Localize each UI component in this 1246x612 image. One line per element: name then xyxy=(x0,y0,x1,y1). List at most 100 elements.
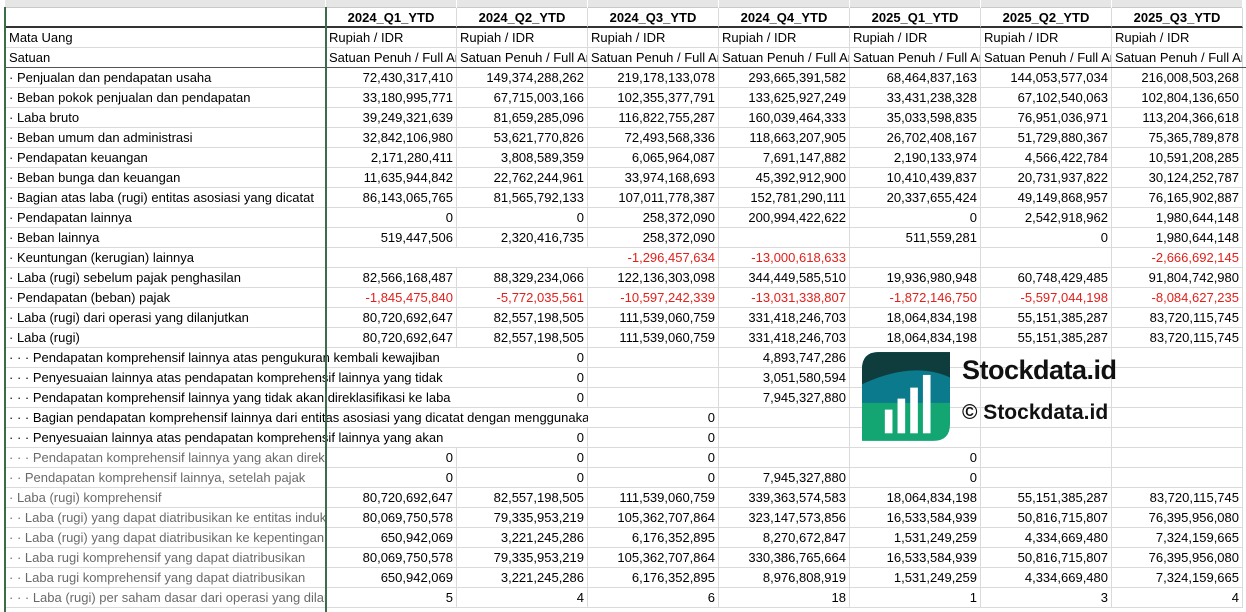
value-cell[interactable]: 258,372,090 xyxy=(588,208,719,228)
value-cell[interactable]: 86,143,065,765 xyxy=(326,188,457,208)
value-cell[interactable]: 0 xyxy=(457,208,588,228)
value-cell[interactable]: 152,781,290,111 xyxy=(719,188,850,208)
value-cell[interactable]: 107,011,778,387 xyxy=(588,188,719,208)
column-header-2025_Q2_YTD[interactable]: 2025_Q2_YTD xyxy=(981,8,1112,28)
value-cell[interactable] xyxy=(719,228,850,248)
row-label[interactable]: · Laba (rugi) sebelum pajak penghasilan xyxy=(5,268,326,288)
value-cell[interactable]: 116,822,755,287 xyxy=(588,108,719,128)
value-cell[interactable]: 2,190,133,974 xyxy=(850,148,981,168)
value-cell[interactable]: 133,625,927,249 xyxy=(719,88,850,108)
value-cell[interactable]: 111,539,060,759 xyxy=(588,328,719,348)
value-cell[interactable]: 33,180,995,771 xyxy=(326,88,457,108)
meta-value[interactable]: Rupiah / IDR xyxy=(588,28,719,48)
meta-label[interactable]: Satuan xyxy=(5,48,326,68)
value-cell[interactable]: 3,051,580,594 xyxy=(719,368,850,388)
value-cell[interactable]: 0 xyxy=(850,448,981,468)
value-cell[interactable]: -1,296,457,634 xyxy=(588,248,719,268)
value-cell[interactable]: 7,324,159,665 xyxy=(1112,528,1243,548)
value-cell[interactable]: 5 xyxy=(326,588,457,608)
row-label[interactable]: · Beban umum dan administrasi xyxy=(5,128,326,148)
value-cell[interactable]: 0 xyxy=(457,368,588,388)
value-cell[interactable]: 55,151,385,287 xyxy=(981,488,1112,508)
column-letter-header[interactable] xyxy=(457,0,587,8)
value-cell[interactable]: 2,542,918,962 xyxy=(981,208,1112,228)
value-cell[interactable]: 55,151,385,287 xyxy=(981,308,1112,328)
meta-value[interactable]: Satuan Penuh / Full Amount xyxy=(850,48,981,68)
value-cell[interactable]: 7,691,147,882 xyxy=(719,148,850,168)
value-cell[interactable]: 83,720,115,745 xyxy=(1112,488,1243,508)
value-cell[interactable] xyxy=(1112,388,1243,408)
row-label[interactable]: · Laba (rugi) komprehensif xyxy=(5,488,326,508)
value-cell[interactable]: 33,974,168,693 xyxy=(588,168,719,188)
value-cell[interactable]: 0 xyxy=(588,468,719,488)
value-cell[interactable] xyxy=(719,428,850,448)
value-cell[interactable]: 68,464,837,163 xyxy=(850,68,981,88)
value-cell[interactable]: 67,102,540,063 xyxy=(981,88,1112,108)
meta-value[interactable]: Satuan Penuh / Full Amount xyxy=(1112,48,1243,68)
value-cell[interactable]: 102,804,136,650 xyxy=(1112,88,1243,108)
column-header-2024_Q2_YTD[interactable]: 2024_Q2_YTD xyxy=(457,8,588,28)
value-cell[interactable]: 4,893,747,286 xyxy=(719,348,850,368)
value-cell[interactable]: 10,410,439,837 xyxy=(850,168,981,188)
value-cell[interactable]: 22,762,244,961 xyxy=(457,168,588,188)
value-cell[interactable]: 4,566,422,784 xyxy=(981,148,1112,168)
value-cell[interactable]: 45,392,912,900 xyxy=(719,168,850,188)
value-cell[interactable] xyxy=(1112,408,1243,428)
value-cell[interactable]: 0 xyxy=(457,428,588,448)
value-cell[interactable] xyxy=(981,368,1112,388)
value-cell[interactable]: 0 xyxy=(588,408,719,428)
value-cell[interactable]: 10,591,208,285 xyxy=(1112,148,1243,168)
row-label[interactable]: · Pendapatan keuangan xyxy=(5,148,326,168)
row-label[interactable]: · · · Penyesuaian lainnya atas pendapata… xyxy=(5,428,457,448)
value-cell[interactable]: 0 xyxy=(457,388,588,408)
value-cell[interactable]: 51,729,880,367 xyxy=(981,128,1112,148)
value-cell[interactable]: 80,069,750,578 xyxy=(326,508,457,528)
meta-value[interactable]: Rupiah / IDR xyxy=(850,28,981,48)
value-cell[interactable]: 650,942,069 xyxy=(326,528,457,548)
value-cell[interactable]: 0 xyxy=(588,428,719,448)
value-cell[interactable]: 331,418,246,703 xyxy=(719,328,850,348)
value-cell[interactable]: 16,533,584,939 xyxy=(850,548,981,568)
value-cell[interactable]: 3,221,245,286 xyxy=(457,568,588,588)
column-header-2024_Q3_YTD[interactable]: 2024_Q3_YTD xyxy=(588,8,719,28)
value-cell[interactable] xyxy=(981,448,1112,468)
value-cell[interactable]: 18,064,834,198 xyxy=(850,328,981,348)
value-cell[interactable] xyxy=(1112,448,1243,468)
row-label[interactable]: · · · Laba (rugi) per saham dasar dari o… xyxy=(5,588,326,608)
value-cell[interactable]: 76,395,956,080 xyxy=(1112,548,1243,568)
value-cell[interactable]: 81,659,285,096 xyxy=(457,108,588,128)
value-cell[interactable]: 1 xyxy=(850,588,981,608)
value-cell[interactable]: 105,362,707,864 xyxy=(588,508,719,528)
value-cell[interactable]: 8,976,808,919 xyxy=(719,568,850,588)
column-letter-header[interactable] xyxy=(1112,0,1242,8)
value-cell[interactable]: 323,147,573,856 xyxy=(719,508,850,528)
value-cell[interactable]: 216,008,503,268 xyxy=(1112,68,1243,88)
value-cell[interactable]: 3,221,245,286 xyxy=(457,528,588,548)
row-label[interactable]: · Laba bruto xyxy=(5,108,326,128)
column-letter-header[interactable] xyxy=(850,0,980,8)
column-header-2025_Q3_YTD[interactable]: 2025_Q3_YTD xyxy=(1112,8,1243,28)
value-cell[interactable]: 0 xyxy=(457,468,588,488)
value-cell[interactable]: 3,808,589,359 xyxy=(457,148,588,168)
value-cell[interactable] xyxy=(719,408,850,428)
meta-value[interactable]: Rupiah / IDR xyxy=(719,28,850,48)
value-cell[interactable]: 80,720,692,647 xyxy=(326,328,457,348)
value-cell[interactable]: 0 xyxy=(457,448,588,468)
value-cell[interactable]: -13,000,618,633 xyxy=(719,248,850,268)
value-cell[interactable]: -5,597,044,198 xyxy=(981,288,1112,308)
value-cell[interactable]: 111,539,060,759 xyxy=(588,488,719,508)
value-cell[interactable]: 4 xyxy=(457,588,588,608)
value-cell[interactable]: 293,665,391,582 xyxy=(719,68,850,88)
value-cell[interactable]: 72,430,317,410 xyxy=(326,68,457,88)
value-cell[interactable]: 20,337,655,424 xyxy=(850,188,981,208)
value-cell[interactable]: 339,363,574,583 xyxy=(719,488,850,508)
column-header-2024_Q4_YTD[interactable]: 2024_Q4_YTD xyxy=(719,8,850,28)
value-cell[interactable]: 7,945,327,880 xyxy=(719,388,850,408)
value-cell[interactable]: 1,980,644,148 xyxy=(1112,228,1243,248)
meta-value[interactable]: Satuan Penuh / Full Amount xyxy=(588,48,719,68)
value-cell[interactable]: 144,053,577,034 xyxy=(981,68,1112,88)
row-label[interactable]: · · Laba (rugi) yang dapat diatribusikan… xyxy=(5,528,326,548)
value-cell[interactable]: 11,635,944,842 xyxy=(326,168,457,188)
value-cell[interactable]: 344,449,585,510 xyxy=(719,268,850,288)
row-label[interactable]: · Beban lainnya xyxy=(5,228,326,248)
